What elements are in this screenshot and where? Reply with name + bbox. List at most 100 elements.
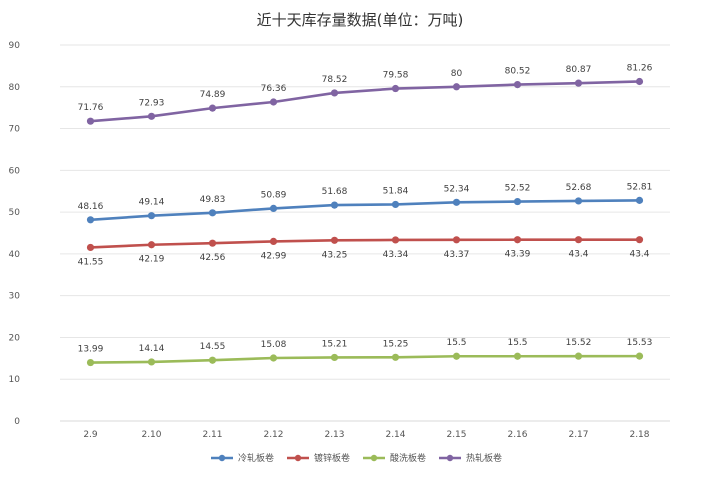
x-tick-label: 2.12: [263, 430, 283, 440]
data-point: [330, 353, 339, 362]
data-label: 43.39: [505, 250, 531, 260]
data-point: [452, 83, 461, 91]
y-tick-label: 80: [9, 83, 21, 93]
data-label: 74.89: [200, 90, 226, 100]
data-point: [452, 352, 461, 360]
y-tick-label: 10: [9, 375, 21, 385]
data-point: [269, 98, 278, 106]
data-point: [635, 352, 644, 360]
y-tick-label: 50: [9, 208, 21, 218]
data-point: [391, 353, 400, 361]
data-point: [635, 196, 644, 204]
data-point: [86, 216, 95, 224]
series-line: [89, 80, 641, 123]
data-label: 80.52: [505, 67, 531, 77]
y-tick-label: 90: [9, 41, 21, 51]
data-label: 51.84: [383, 186, 409, 196]
y-tick-label: 60: [9, 166, 21, 176]
data-point: [86, 243, 95, 252]
data-label: 80: [451, 69, 463, 79]
series-line: [89, 354, 641, 364]
y-tick-label: 30: [9, 292, 21, 302]
data-point: [574, 236, 583, 244]
data-label: 81.26: [627, 64, 653, 74]
data-label: 15.52: [566, 338, 592, 348]
legend-marker: [218, 454, 226, 462]
x-tick-label: 2.14: [385, 430, 405, 440]
data-label: 48.16: [78, 202, 104, 212]
data-point: [574, 79, 583, 87]
data-label: 42.19: [139, 255, 165, 265]
legend-label: 酸洗板卷: [390, 452, 426, 464]
data-point: [330, 236, 339, 244]
x-tick-label: 2.17: [568, 430, 588, 440]
data-label: 49.83: [200, 195, 226, 205]
legend-marker: [446, 454, 454, 462]
data-point: [269, 237, 278, 245]
legend-marker: [370, 454, 378, 462]
data-label: 76.36: [261, 84, 287, 94]
data-label: 71.76: [78, 103, 104, 113]
data-point: [635, 236, 644, 244]
legend: 冷轧板卷 镀锌板卷 酸洗板卷 热轧板卷: [211, 452, 502, 464]
data-label: 15.5: [446, 338, 466, 348]
data-label: 52.68: [566, 183, 592, 193]
data-label: 72.93: [139, 98, 165, 108]
data-point: [513, 352, 522, 360]
data-point: [513, 197, 522, 206]
y-axis: 0 10 20 30 40 50 60 70 80 90: [9, 41, 21, 427]
x-tick-label: 2.16: [507, 430, 527, 440]
legend-marker: [294, 454, 302, 462]
data-point: [330, 201, 339, 209]
y-tick-label: 40: [9, 250, 21, 260]
x-tick-label: 2.9: [83, 430, 98, 440]
data-point: [391, 236, 400, 244]
data-label: 42.56: [200, 253, 226, 263]
data-point: [269, 204, 278, 212]
data-label: 43.37: [444, 250, 470, 260]
legend-label: 冷轧板卷: [238, 452, 274, 464]
data-label: 43.34: [383, 250, 409, 260]
x-tick-label: 2.15: [446, 430, 466, 440]
data-point: [147, 212, 156, 220]
series-line: [89, 238, 641, 249]
data-label: 43.25: [322, 250, 348, 260]
data-label: 15.21: [322, 339, 348, 349]
data-point: [513, 236, 522, 244]
series-line: [89, 199, 641, 222]
x-tick-label: 2.18: [629, 430, 649, 440]
data-label: 80.87: [566, 65, 592, 75]
x-tick-label: 2.13: [324, 430, 344, 440]
chart-title: 近十天库存量数据(单位：万吨): [257, 11, 464, 29]
y-tick-label: 0: [14, 417, 20, 427]
data-label: 15.53: [627, 338, 653, 348]
data-label: 50.89: [261, 190, 287, 200]
x-tick-label: 2.10: [141, 430, 161, 440]
data-point: [86, 117, 95, 125]
y-tick-label: 20: [9, 333, 21, 343]
data-label: 52.34: [444, 184, 470, 194]
data-label: 52.52: [505, 184, 531, 194]
data-point: [208, 104, 217, 112]
series-group: [86, 77, 644, 367]
data-label: 41.55: [78, 257, 104, 267]
data-label: 42.99: [261, 251, 287, 261]
legend-label: 热轧板卷: [466, 452, 502, 464]
data-point: [574, 352, 583, 360]
gridlines: [60, 44, 670, 422]
data-point: [452, 198, 461, 206]
data-point: [513, 81, 522, 89]
data-point: [147, 358, 156, 366]
data-label: 14.14: [139, 344, 165, 354]
data-label: 79.58: [383, 71, 409, 81]
data-label: 43.4: [629, 250, 649, 260]
data-label: 15.25: [383, 339, 409, 349]
data-label: 14.55: [200, 342, 226, 352]
data-point: [208, 239, 217, 247]
data-point: [147, 241, 156, 249]
data-point: [574, 197, 583, 205]
data-point: [391, 84, 400, 93]
legend-label: 镀锌板卷: [314, 452, 350, 464]
